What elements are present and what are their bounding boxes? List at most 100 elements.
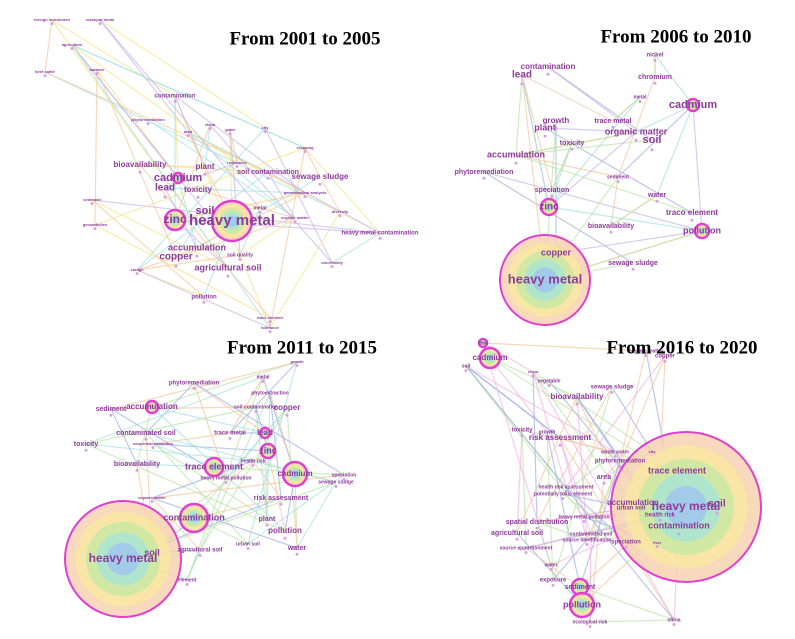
node (268, 320, 272, 324)
edge (136, 127, 266, 271)
node-ring (700, 229, 704, 233)
node (520, 433, 524, 437)
node (524, 551, 528, 554)
node-label: pollution (191, 295, 217, 301)
node-label: river (653, 540, 662, 545)
node (618, 464, 622, 468)
node-label: cadmium (277, 469, 312, 478)
node (173, 99, 177, 103)
node-label: heavy metal contamination (341, 231, 418, 237)
node-label: bioavailability (551, 392, 604, 401)
edge (521, 429, 527, 549)
edge (610, 176, 619, 227)
node-label: trace element (185, 461, 243, 471)
node (93, 227, 97, 231)
node (283, 536, 287, 540)
node-label: heavy metal (508, 271, 582, 286)
node (192, 386, 196, 390)
node (202, 300, 206, 304)
panel-title: From 2006 to 2010 (600, 26, 751, 47)
edge (71, 44, 206, 212)
edge (489, 357, 548, 433)
edge (193, 407, 288, 519)
node-outline (477, 337, 489, 349)
node-label: phytoremediation (131, 117, 165, 122)
node-label: sequential extraction (133, 441, 174, 446)
edge (269, 392, 282, 499)
node (613, 455, 617, 458)
node-label: soil (196, 205, 215, 217)
node (109, 413, 113, 417)
node-outline (478, 346, 502, 370)
node (653, 58, 657, 62)
node (631, 267, 635, 271)
node-ring (263, 431, 267, 435)
node-label: pollution (683, 225, 721, 235)
node-ring (578, 601, 586, 609)
node-outline (568, 591, 596, 619)
node (535, 526, 539, 530)
node-label: heavy metal pollution (200, 475, 251, 481)
node-label: contaminated soil (570, 531, 613, 537)
edge (521, 74, 614, 122)
node (268, 396, 272, 399)
edge (548, 96, 641, 208)
node (464, 369, 468, 372)
node-label: sediment (607, 174, 629, 180)
edge (559, 437, 588, 541)
edge (548, 206, 703, 232)
node (561, 497, 565, 500)
node (570, 147, 574, 151)
edge (296, 481, 337, 549)
node-ring (172, 217, 178, 223)
edge (589, 619, 675, 623)
node-ring (150, 405, 154, 409)
node-label: toxicity (511, 428, 533, 434)
edge (603, 460, 621, 478)
edge (229, 376, 264, 434)
node (186, 134, 190, 138)
node-label: ecological risk (573, 619, 608, 625)
node-label: sediment (96, 406, 127, 413)
node (650, 148, 654, 152)
node (330, 265, 334, 269)
node-ring (577, 584, 583, 590)
node-label: growth (290, 359, 304, 364)
node (609, 230, 613, 234)
node (303, 150, 307, 154)
edge (482, 342, 647, 352)
edge (110, 361, 298, 410)
node-label: organic matter (605, 126, 668, 136)
node (151, 446, 155, 450)
node-label: trace element (648, 465, 706, 475)
node (550, 194, 554, 198)
edge (164, 187, 306, 194)
edge (44, 19, 53, 73)
node-label: sewage sludge (608, 260, 658, 267)
node-label: metal (633, 94, 647, 100)
node-label: heavy metal pollution (558, 514, 609, 520)
node (653, 81, 657, 85)
node-ring (691, 103, 695, 107)
edge (136, 171, 269, 271)
node (235, 165, 239, 169)
edge (547, 66, 653, 141)
node-label: china (205, 122, 216, 127)
node (634, 138, 638, 142)
node-label: accumulation (168, 242, 226, 252)
edge (239, 217, 296, 256)
edge (515, 154, 619, 178)
node (575, 402, 579, 406)
node-label: zinc (163, 212, 187, 226)
node-label: phytoremediation (455, 169, 514, 176)
node-label: agricultural soil (178, 548, 223, 554)
edge (94, 224, 271, 319)
node-label: element (178, 577, 197, 583)
node-label: health risk (645, 513, 676, 519)
node-label: toxicity (560, 140, 585, 147)
edge (610, 194, 658, 227)
node-label: lead (155, 183, 175, 194)
node (258, 211, 262, 214)
node (672, 623, 676, 626)
node (295, 364, 299, 368)
